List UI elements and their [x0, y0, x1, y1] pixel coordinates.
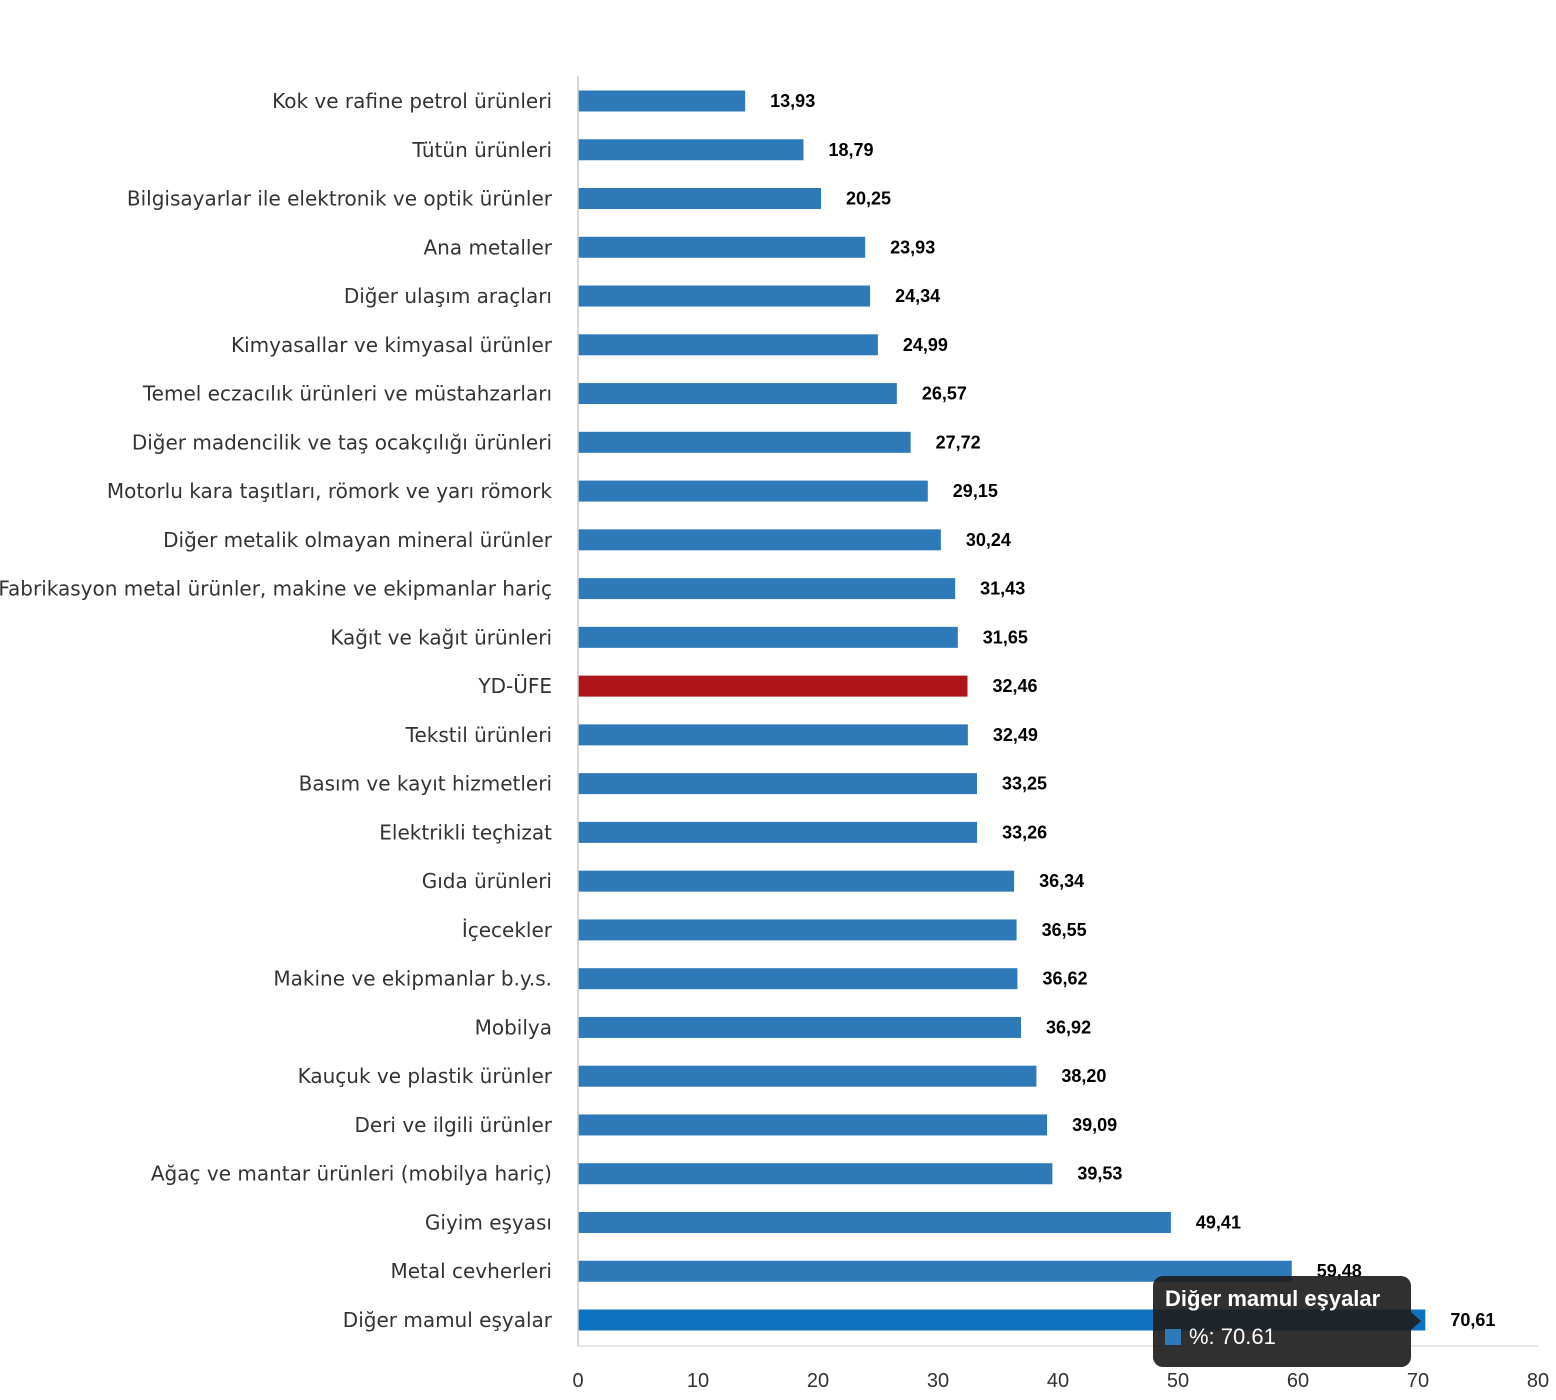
bar[interactable] [578, 480, 928, 502]
value-labels: 13,93 18,79 20,25 23,93 24,34 24,99 26,57 27,72… [770, 91, 1495, 1330]
category-label: Temel eczacılık ürünleri ve müstahzarlar… [142, 382, 552, 406]
bar[interactable] [578, 626, 958, 648]
category-label: Tütün ürünleri [411, 138, 552, 162]
data-label: 38,20 [1061, 1066, 1106, 1086]
x-tick-label: 50 [1167, 1370, 1189, 1392]
category-label: Gıda ürünleri [422, 869, 552, 893]
category-label: Deri ve ilgili ürünler [354, 1113, 552, 1137]
tooltip-title: Diğer mamul eşyalar [1165, 1286, 1381, 1311]
data-label: 31,43 [980, 579, 1025, 599]
data-label: 49,41 [1196, 1212, 1241, 1232]
category-label: Kağıt ve kağıt ürünleri [330, 625, 552, 649]
bar[interactable] [578, 1016, 1022, 1038]
bar[interactable] [578, 236, 866, 258]
x-tick-label: 0 [572, 1370, 583, 1392]
bars-group [578, 90, 1426, 1331]
category-label: Ana metaller [424, 235, 553, 259]
data-label: 36,62 [1042, 969, 1087, 989]
data-label: 39,53 [1077, 1164, 1122, 1184]
x-tick-label: 60 [1287, 1370, 1309, 1392]
category-label: Diğer ulaşım araçları [344, 284, 552, 308]
data-label: 18,79 [828, 140, 873, 160]
category-labels: Kok ve rafine petrol ürünleri Tütün ürünl… [0, 89, 553, 1332]
category-label: Motorlu kara taşıtları, römork ve yarı r… [107, 479, 553, 503]
data-label: 24,34 [895, 286, 940, 306]
data-label: 13,93 [770, 91, 815, 111]
category-label: Basım ve kayıt hizmetleri [299, 772, 552, 796]
x-tick-label: 10 [687, 1370, 709, 1392]
data-label: 33,26 [1002, 822, 1047, 842]
data-label: 26,57 [922, 384, 967, 404]
data-label: 33,25 [1002, 774, 1047, 794]
data-label: 30,24 [966, 530, 1011, 550]
bar[interactable] [578, 1163, 1053, 1185]
tooltip-value: %: 70.61 [1189, 1324, 1276, 1349]
category-label: Ağaç ve mantar ürünleri (mobilya hariç) [151, 1162, 552, 1186]
data-label: 36,55 [1042, 920, 1087, 940]
data-label: 36,92 [1046, 1017, 1091, 1037]
x-tick-label: 20 [807, 1370, 829, 1392]
bar[interactable] [578, 821, 978, 843]
bar[interactable] [578, 773, 977, 795]
series-swatch-icon [1165, 1329, 1181, 1345]
data-label: 20,25 [846, 189, 891, 209]
bar[interactable] [578, 188, 821, 210]
category-label: Diğer metalik olmayan mineral ürünler [163, 528, 553, 552]
data-label: 70,61 [1450, 1310, 1495, 1330]
category-label: İçecekler [462, 918, 553, 942]
bar[interactable] [578, 1211, 1171, 1233]
category-label: Bilgisayarlar ile elektronik ve optik ür… [127, 187, 553, 211]
bar[interactable] [578, 139, 804, 161]
tooltip-row: %: 70.61 [1165, 1324, 1399, 1350]
data-label: 39,09 [1072, 1115, 1117, 1135]
category-label: Diğer madencilik ve taş ocakçılığı ürünl… [132, 430, 552, 454]
category-label: Mobilya [475, 1015, 552, 1039]
data-label: 32,49 [993, 725, 1038, 745]
bar[interactable] [578, 529, 941, 551]
data-label: 36,34 [1039, 871, 1084, 891]
bar[interactable] [578, 1260, 1292, 1282]
bar[interactable] [578, 90, 746, 112]
category-label: Kimyasallar ve kimyasal ürünler [231, 333, 553, 357]
data-label: 32,46 [993, 676, 1038, 696]
category-label: Giyim eşyası [425, 1210, 552, 1234]
x-axis-ticks: 0 10 20 30 40 50 60 70 80 [572, 1370, 1549, 1392]
bar[interactable] [578, 383, 897, 405]
hover-tooltip: Diğer mamul eşyalar %: 70.61 [1153, 1276, 1421, 1367]
bar[interactable] [578, 334, 878, 356]
x-tick-label: 30 [927, 1370, 949, 1392]
category-label: Diğer mamul eşyalar [343, 1308, 553, 1332]
x-tick-label: 70 [1407, 1370, 1429, 1392]
bar[interactable] [578, 1065, 1037, 1087]
category-label: Elektrikli teçhizat [379, 820, 552, 844]
bar[interactable] [578, 919, 1017, 941]
category-label: Makine ve ekipmanlar b.y.s. [273, 967, 552, 991]
bar[interactable] [578, 675, 968, 697]
bar[interactable] [578, 724, 968, 746]
bar[interactable] [578, 870, 1015, 892]
category-label: Kok ve rafine petrol ürünleri [272, 89, 552, 113]
data-label: 29,15 [953, 481, 998, 501]
category-label: Tekstil ürünleri [405, 723, 552, 747]
category-label: Kauçuk ve plastik ürünler [298, 1064, 553, 1088]
bar[interactable] [578, 1114, 1048, 1136]
x-tick-label: 80 [1527, 1370, 1549, 1392]
x-tick-label: 40 [1047, 1370, 1069, 1392]
bar[interactable] [578, 431, 911, 453]
data-label: 31,65 [983, 627, 1028, 647]
category-label: YD-ÜFE [477, 674, 552, 698]
data-label: 24,99 [903, 335, 948, 355]
bar[interactable] [578, 968, 1018, 990]
bar[interactable] [578, 578, 956, 600]
data-label: 27,72 [936, 432, 981, 452]
bar[interactable] [578, 285, 871, 307]
category-label: Metal cevherleri [390, 1259, 552, 1283]
category-label: Fabrikasyon metal ürünler, makine ve eki… [0, 577, 552, 601]
data-label: 23,93 [890, 237, 935, 257]
